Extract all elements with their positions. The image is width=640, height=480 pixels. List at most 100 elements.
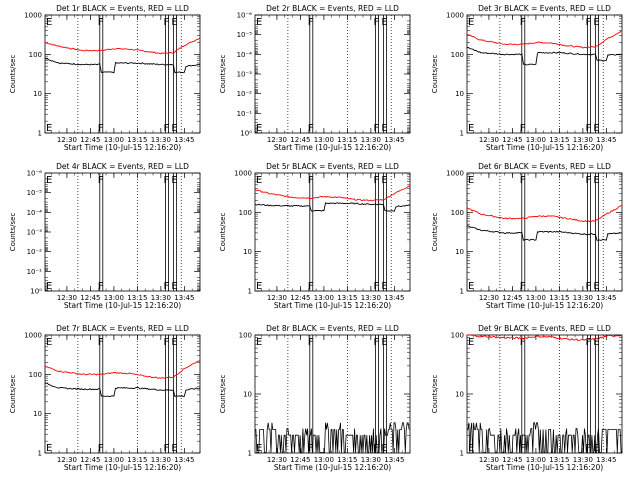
x-tick-label: 12:45	[290, 136, 310, 144]
series-1-line	[254, 185, 411, 202]
x-tick-label: 13:45	[384, 136, 404, 144]
flag-label-bottom: F	[520, 281, 526, 292]
x-tick-label: 12:30	[57, 456, 77, 464]
x-axis-label: Start Time (10-Jul-15 12:16:20)	[274, 463, 391, 472]
y-tick-label: 100	[29, 51, 42, 59]
series-1-line	[467, 30, 623, 49]
x-tick-label: 13:00	[314, 294, 334, 302]
x-tick-label: 12:30	[267, 136, 287, 144]
x-tick-label: 13:45	[596, 294, 616, 302]
flag-label-bottom: F	[98, 123, 104, 134]
y-tick-label: 10⁻⁵	[27, 189, 43, 197]
flag-label-bottom: E	[256, 281, 262, 292]
x-tick-label: 12:45	[502, 136, 522, 144]
y-tick-label: 10⁰	[240, 130, 252, 138]
x-tick-label: 12:45	[290, 294, 310, 302]
x-tick-label: 13:30	[361, 456, 381, 464]
y-tick-label: 10	[455, 391, 464, 399]
x-tick-label: 13:30	[573, 456, 593, 464]
x-tick-label: 13:30	[151, 136, 171, 144]
x-tick-label: 12:30	[479, 136, 499, 144]
plot-frame	[466, 172, 623, 292]
y-tick-label: 1	[460, 288, 464, 296]
x-tick-label: 13:15	[337, 136, 357, 144]
y-tick-label: 10	[33, 410, 42, 418]
panel-8: Det 8r BLACK = Events, RED = LLD 1 10 100 12…	[219, 324, 411, 472]
flag-label-top: F	[164, 17, 170, 28]
y-tick-label: 10⁻⁴	[237, 51, 253, 59]
x-tick-label: 13:15	[127, 456, 147, 464]
panel-title: Det 6r BLACK = Events, RED = LLD	[478, 162, 611, 171]
x-tick-label: 12:45	[80, 456, 100, 464]
y-axis-label: Counts/sec	[219, 55, 227, 94]
series-1-line	[466, 204, 623, 223]
x-tick-label: 12:30	[479, 456, 499, 464]
y-axis-label: Counts/sec	[219, 375, 227, 414]
y-tick-label: 1000	[446, 12, 464, 20]
x-tick-label: 12:45	[502, 294, 522, 302]
flag-label-top: E	[593, 337, 599, 348]
panel-title: Det 1r BLACK = Events, RED = LLD	[56, 4, 189, 13]
flag-label-bottom: E	[468, 443, 474, 454]
flag-label-bottom: E	[171, 443, 177, 454]
y-tick-label: 10	[455, 90, 464, 98]
flag-label-bottom: E	[381, 443, 387, 454]
flag-label-top: E	[256, 337, 262, 348]
panel-title: Det 7r BLACK = Events, RED = LLD	[56, 324, 189, 333]
x-tick-label: 13:30	[361, 294, 381, 302]
panel-3: Det 3r BLACK = Events, RED = LLD 1 10 100 10…	[431, 4, 623, 152]
flag-label-bottom: E	[256, 123, 262, 134]
flag-label-bottom: F	[308, 443, 314, 454]
flag-label-top: E	[381, 175, 387, 186]
flag-label-bottom: F	[374, 281, 380, 292]
series-1-line	[44, 359, 201, 379]
flag-label-top: F	[98, 175, 104, 186]
flag-label-bottom: F	[586, 123, 592, 134]
panel-title: Det 8r BLACK = Events, RED = LLD	[266, 324, 399, 333]
flag-label-bottom: F	[164, 443, 170, 454]
flag-label-top: F	[374, 337, 380, 348]
plot-frame	[44, 334, 201, 454]
x-tick-label: 13:15	[549, 456, 569, 464]
y-tick-label: 1	[248, 450, 252, 458]
flag-label-top: E	[171, 175, 177, 186]
x-tick-label: 13:45	[174, 136, 194, 144]
flag-label-bottom: F	[308, 123, 314, 134]
flag-label-top: E	[468, 337, 474, 348]
y-axis-label: Counts/sec	[219, 213, 227, 252]
y-tick-label: 10⁻³	[27, 229, 43, 237]
y-tick-label: 1000	[446, 170, 464, 178]
flag-label-top: F	[374, 175, 380, 186]
y-tick-label: 10	[243, 248, 252, 256]
y-tick-label: 1	[460, 130, 464, 138]
x-tick-label: 12:45	[290, 456, 310, 464]
y-axis-label: Counts/sec	[431, 213, 439, 252]
y-tick-label: 100	[239, 209, 252, 217]
flag-label-bottom: E	[468, 281, 474, 292]
series-2-line	[44, 382, 201, 398]
x-tick-label: 12:30	[57, 136, 77, 144]
flag-label-bottom: E	[593, 123, 599, 134]
flag-label-top: F	[520, 175, 526, 186]
y-tick-label: 100	[451, 209, 464, 217]
x-tick-label: 13:45	[174, 456, 194, 464]
x-tick-label: 13:45	[596, 136, 616, 144]
panel-title: Det 3r BLACK = Events, RED = LLD	[478, 4, 611, 13]
flag-label-bottom: E	[171, 281, 177, 292]
y-tick-label: 100	[239, 332, 252, 340]
flag-label-bottom: F	[98, 443, 104, 454]
flag-label-top: F	[586, 337, 592, 348]
x-tick-label: 12:45	[80, 136, 100, 144]
series-2-line	[254, 202, 411, 212]
y-tick-label: 100	[29, 371, 42, 379]
flag-label-top: F	[308, 337, 314, 348]
flag-label-top: F	[374, 17, 380, 28]
y-tick-label: 1000	[24, 12, 42, 20]
y-tick-label: 100	[451, 332, 464, 340]
x-tick-label: 13:00	[526, 294, 546, 302]
y-axis-label: Counts/sec	[9, 213, 17, 252]
series-1-line	[44, 37, 201, 55]
flag-label-top: E	[593, 175, 599, 186]
flag-label-top: F	[98, 337, 104, 348]
